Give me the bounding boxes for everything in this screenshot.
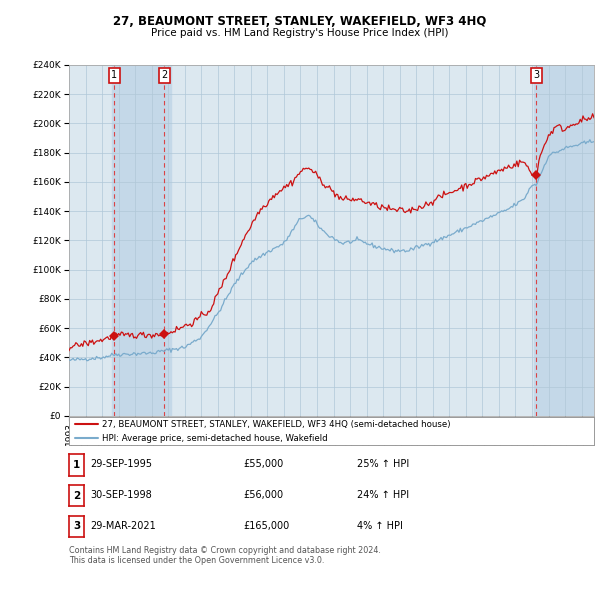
Text: 3: 3	[533, 70, 539, 80]
Text: Contains HM Land Registry data © Crown copyright and database right 2024.
This d: Contains HM Land Registry data © Crown c…	[69, 546, 381, 565]
Bar	[112, 65, 170, 416]
Text: HPI: Average price, semi-detached house, Wakefield: HPI: Average price, semi-detached house,…	[102, 434, 328, 443]
Text: 3: 3	[73, 522, 80, 532]
Text: 25% ↑ HPI: 25% ↑ HPI	[357, 460, 409, 469]
Text: 27, BEAUMONT STREET, STANLEY, WAKEFIELD, WF3 4HQ (semi-detached house): 27, BEAUMONT STREET, STANLEY, WAKEFIELD,…	[102, 419, 451, 429]
Text: 24% ↑ HPI: 24% ↑ HPI	[357, 490, 409, 500]
Text: £56,000: £56,000	[243, 490, 283, 500]
Text: 4% ↑ HPI: 4% ↑ HPI	[357, 521, 403, 530]
Text: 27, BEAUMONT STREET, STANLEY, WAKEFIELD, WF3 4HQ: 27, BEAUMONT STREET, STANLEY, WAKEFIELD,…	[113, 15, 487, 28]
Text: 29-SEP-1995: 29-SEP-1995	[90, 460, 152, 469]
Text: 1: 1	[112, 70, 118, 80]
Bar	[533, 65, 594, 416]
Text: 30-SEP-1998: 30-SEP-1998	[90, 490, 152, 500]
Text: £165,000: £165,000	[243, 521, 289, 530]
Text: 2: 2	[161, 70, 167, 80]
Text: 1: 1	[73, 460, 80, 470]
Text: £55,000: £55,000	[243, 460, 283, 469]
Text: Price paid vs. HM Land Registry's House Price Index (HPI): Price paid vs. HM Land Registry's House …	[151, 28, 449, 38]
Text: 2: 2	[73, 491, 80, 501]
Text: 29-MAR-2021: 29-MAR-2021	[90, 521, 156, 530]
